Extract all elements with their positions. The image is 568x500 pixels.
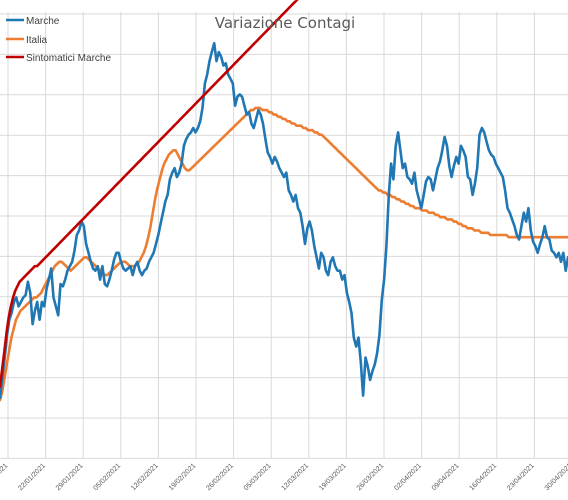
- chart-title: Variazione Contagi: [215, 14, 355, 32]
- x-tick-label: 15/01/2021: [0, 462, 9, 492]
- x-tick-label: 26/02/2021: [205, 462, 235, 492]
- x-tick-label: 16/04/2021: [468, 462, 498, 492]
- legend-label-marche: Marche: [26, 16, 60, 27]
- series-line-italia: [0, 106, 568, 402]
- legend-label-sintomatici-marche: Sintomatici Marche: [26, 53, 111, 64]
- x-tick-label: 05/03/2021: [243, 462, 273, 492]
- x-tick-label: 23/04/2021: [506, 462, 536, 492]
- legend-item-marche: Marche: [6, 16, 60, 27]
- legend: Marche Italia Sintomatici Marche: [6, 16, 111, 64]
- x-tick-label: 22/01/2021: [17, 462, 47, 492]
- gridlines: [0, 12, 568, 459]
- x-tick-label: 02/04/2021: [393, 462, 423, 492]
- x-tick-label: 30/04/2021: [544, 462, 568, 492]
- legend-item-sintomatici-marche: Sintomatici Marche: [6, 53, 111, 64]
- series-line-sintomatici-marche: [0, 0, 299, 388]
- legend-item-italia: Italia: [6, 35, 48, 46]
- x-tick-label: 19/03/2021: [318, 462, 348, 492]
- x-tick-label: 09/04/2021: [431, 462, 461, 492]
- x-tick-label: 26/03/2021: [356, 462, 386, 492]
- x-tick-label: 29/01/2021: [55, 462, 85, 492]
- x-axis-ticks: 15/01/2021 22/01/2021 29/01/2021 05/02/2021…: [0, 462, 568, 492]
- x-tick-label: 19/02/2021: [168, 462, 198, 492]
- legend-label-italia: Italia: [26, 35, 48, 46]
- series-group: [0, 0, 568, 402]
- x-tick-label: 05/02/2021: [92, 462, 122, 492]
- series-line-marche: [0, 41, 568, 400]
- x-tick-label: 12/02/2021: [130, 462, 160, 492]
- x-tick-label: 12/03/2021: [280, 462, 310, 492]
